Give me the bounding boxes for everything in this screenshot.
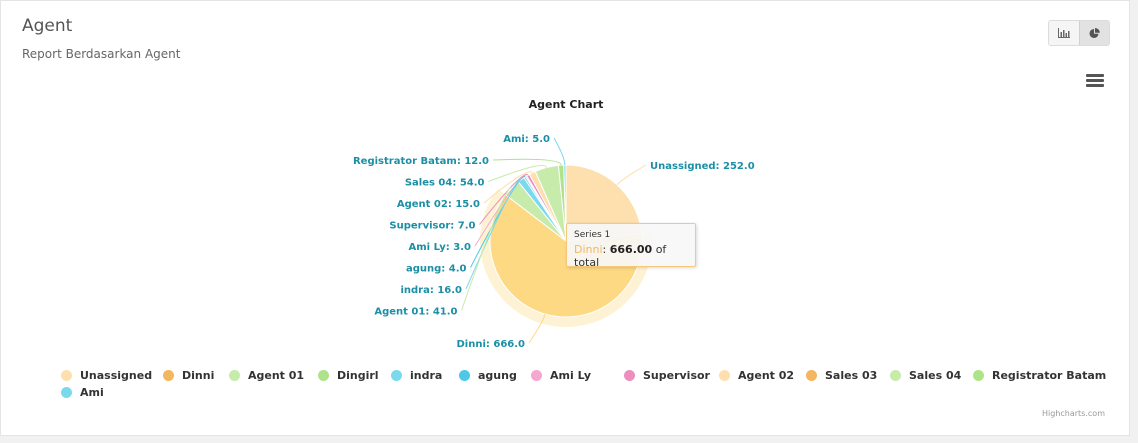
- pie-connector-agent-01: [461, 187, 513, 311]
- chart-credits[interactable]: Highcharts.com: [1042, 409, 1105, 418]
- legend-item-agent-02[interactable]: Agent 02: [719, 369, 794, 382]
- pie-label-ami: Ami: 5.0: [503, 134, 550, 145]
- legend-marker: [806, 370, 817, 381]
- legend-marker: [318, 370, 329, 381]
- legend-item-dingirl[interactable]: Dingirl: [318, 369, 379, 382]
- pie-chart-icon: [1089, 27, 1100, 38]
- legend-item-ami-ly[interactable]: Ami Ly: [531, 369, 591, 382]
- legend-item-ami[interactable]: Ami: [61, 386, 104, 399]
- legend-item-registrator-batam[interactable]: Registrator Batam: [973, 369, 1106, 382]
- legend-label: Dingirl: [337, 369, 379, 382]
- legend-item-indra[interactable]: indra: [391, 369, 442, 382]
- legend-label: Dinni: [182, 369, 215, 382]
- legend-label: Sales 04: [909, 369, 962, 382]
- pie-connector-registrator-batam: [492, 158, 562, 166]
- bar-chart-icon: [1057, 28, 1070, 38]
- pie-label-agung: agung: 4.0: [406, 264, 467, 275]
- pie-label-indra: indra: 16.0: [400, 285, 462, 296]
- pie-connector-indra: [465, 178, 522, 290]
- pie-label-agent-01: Agent 01: 41.0: [374, 307, 457, 318]
- chart-type-toggle: [1048, 20, 1110, 46]
- pie-label-sales-04: Sales 04: 54.0: [405, 178, 485, 189]
- chart-tooltip: Series 1 Dinni: 666.00 of total: [566, 223, 696, 269]
- pie-chart: Ami: 5.0 Registrator Batam: 12.0 Sales 04:…: [353, 134, 755, 350]
- legend-marker: [391, 370, 402, 381]
- legend-marker: [163, 370, 174, 381]
- legend-item-agung[interactable]: agung: [459, 369, 517, 382]
- legend-label: Ami Ly: [550, 369, 592, 382]
- legend-item-unassigned[interactable]: Unassigned: [61, 369, 152, 382]
- legend-label: Registrator Batam: [992, 369, 1107, 382]
- chart-menu-icon[interactable]: [1086, 74, 1104, 88]
- pie-connector-ami: [553, 137, 566, 166]
- legend-label: indra: [410, 369, 443, 382]
- pie-label-registrator-batam: Registrator Batam: 12.0: [353, 156, 489, 167]
- legend-marker: [890, 370, 901, 381]
- chart-title: Agent Chart: [528, 98, 604, 111]
- page-title: Agent: [22, 16, 73, 36]
- legend-item-agent-01[interactable]: Agent 01: [229, 369, 304, 382]
- pie-connector-sales-04: [488, 165, 548, 182]
- tooltip-suffix: of total: [574, 243, 667, 269]
- tooltip-point: Dinni: [574, 243, 603, 256]
- legend-marker: [624, 370, 635, 381]
- legend-item-sales-04[interactable]: Sales 04: [890, 369, 961, 382]
- page-subtitle: Report Berdasarkan Agent: [22, 47, 181, 61]
- tooltip-series: Series 1: [574, 230, 611, 240]
- legend-label: agung: [478, 369, 517, 382]
- legend-item-dinni[interactable]: Dinni: [163, 369, 214, 382]
- legend-item-sales-03[interactable]: Sales 03: [806, 369, 877, 382]
- legend-marker: [229, 370, 240, 381]
- bar-view-button[interactable]: [1049, 21, 1079, 45]
- pie-label-agent-02: Agent 02: 15.0: [397, 199, 480, 210]
- tooltip-value: 666.00: [609, 243, 653, 256]
- pie-view-button[interactable]: [1078, 21, 1109, 45]
- legend-label: Unassigned: [80, 369, 153, 382]
- legend-marker: [719, 370, 730, 381]
- pie-connector-agent-02: [483, 171, 533, 204]
- legend-label: Supervisor: [643, 369, 710, 382]
- pie-label-ami-ly: Ami Ly: 3.0: [409, 242, 472, 253]
- pie-label-supervisor: Supervisor: 7.0: [389, 221, 475, 232]
- legend-label: Sales 03: [825, 369, 878, 382]
- legend-label: Ami: [80, 386, 104, 399]
- pie-connector-unassigned: [616, 164, 647, 186]
- legend-marker: [459, 370, 470, 381]
- legend-item-supervisor[interactable]: Supervisor: [624, 369, 710, 382]
- report-card: Agent Report Berdasarkan Agent Agent Cha…: [0, 0, 1130, 436]
- legend-marker: [531, 370, 542, 381]
- legend-marker: [973, 370, 984, 381]
- legend-marker: [61, 370, 72, 381]
- legend-label: Agent 02: [738, 369, 795, 382]
- pie-label-unassigned: Unassigned: 252.0: [650, 161, 755, 172]
- pie-connector-dinni: [528, 313, 546, 344]
- pie-connector-supervisor: [479, 173, 529, 225]
- pie-label-dinni: Dinni: 666.0: [456, 339, 525, 350]
- legend-label: Agent 01: [248, 369, 305, 382]
- legend-marker: [61, 387, 72, 398]
- pie-connector-ami-ly: [474, 175, 527, 247]
